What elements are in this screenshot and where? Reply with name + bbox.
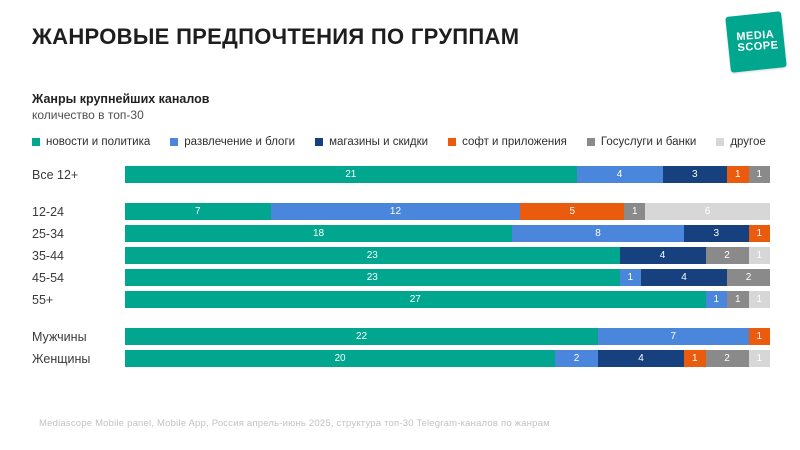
chart-subtitle: Жанры крупнейших каналов	[32, 92, 210, 106]
bar-segment: 5	[520, 203, 625, 220]
bar-segment: 1	[748, 166, 770, 183]
bar-segment: 8	[512, 225, 684, 242]
legend-swatch-icon	[448, 138, 457, 146]
stacked-bar: 23 1 4 2	[125, 269, 770, 286]
stacked-bar: 7 12 5 1 6	[125, 203, 770, 220]
category-label: Мужчины	[32, 329, 87, 344]
bar-segment: 3	[684, 225, 749, 242]
category-label: Женщины	[32, 351, 91, 366]
bar-segment: 1	[727, 291, 749, 308]
bar-segment: 1	[705, 291, 727, 308]
bar-segment: 18	[125, 225, 512, 242]
bar-segment: 23	[125, 247, 620, 264]
category-label: 12-24	[32, 204, 64, 219]
bar-segment: 1	[748, 350, 770, 367]
bar-segment: 2	[705, 247, 749, 264]
bar-segment: 2	[555, 350, 598, 367]
stacked-bar: 27 1 1 1	[125, 291, 770, 308]
stacked-bar: 20 2 4 1 2 1	[125, 350, 770, 367]
bar-segment: 22	[125, 328, 598, 345]
bar-segment: 4	[598, 350, 684, 367]
category-label: 45-54	[32, 270, 64, 285]
mediascope-logo: MEDIA SCOPE	[725, 11, 787, 73]
stacked-bar: 23 4 2 1	[125, 247, 770, 264]
category-label: Все 12+	[32, 167, 79, 182]
stacked-bar: 21 4 3 1 1	[125, 166, 770, 183]
bar-segment: 1	[748, 247, 770, 264]
legend-item: магазины и скидки	[315, 136, 428, 148]
chart-rows: Все 12+ 21 4 3 1 1 12-24 7 12 5 1 6 25-34 18 8 3 1 35-44 2…	[32, 166, 770, 372]
legend-label: другое	[730, 136, 766, 148]
chart-row: Мужчины 22 7 1	[32, 328, 770, 345]
category-label: 25-34	[32, 226, 64, 241]
legend-swatch-icon	[170, 138, 179, 146]
legend-swatch-icon	[315, 138, 324, 146]
chart-row: 12-24 7 12 5 1 6	[32, 203, 770, 220]
bar-segment: 21	[125, 166, 577, 183]
bar-segment: 1	[619, 269, 641, 286]
bar-segment: 6	[645, 203, 770, 220]
legend-item: софт и приложения	[448, 136, 567, 148]
chart-row: 25-34 18 8 3 1	[32, 225, 770, 242]
logo-text-line2: SCOPE	[737, 39, 779, 55]
bar-segment: 7	[598, 328, 749, 345]
bar-segment: 1	[748, 291, 770, 308]
legend-label: Госуслуги и банки	[600, 136, 697, 148]
chart-row: 55+ 27 1 1 1	[32, 291, 770, 308]
bar-segment: 1	[727, 166, 749, 183]
legend-item: другое	[716, 136, 766, 148]
bar-segment: 2	[705, 350, 749, 367]
bar-segment: 1	[748, 328, 770, 345]
chart-row: Все 12+ 21 4 3 1 1	[32, 166, 770, 183]
page-title: ЖАНРОВЫЕ ПРЕДПОЧТЕНИЯ ПО ГРУППАМ	[32, 24, 520, 49]
legend: новости и политика развлечение и блоги маг…	[32, 136, 766, 148]
legend-label: новости и политика	[46, 136, 151, 148]
legend-item: развлечение и блоги	[170, 136, 295, 148]
stacked-bar: 22 7 1	[125, 328, 770, 345]
bar-segment: 12	[270, 203, 521, 220]
legend-swatch-icon	[586, 138, 595, 146]
chart-row: 35-44 23 4 2 1	[32, 247, 770, 264]
bar-segment: 20	[125, 350, 555, 367]
bar-segment: 7	[125, 203, 271, 220]
chart-row: Женщины 20 2 4 1 2 1	[32, 350, 770, 367]
category-label: 55+	[32, 292, 54, 307]
legend-item: Госуслуги и банки	[586, 136, 697, 148]
bar-segment: 23	[125, 269, 620, 286]
source-note: Mediascope Mobile panel, Mobile App, Рос…	[39, 418, 550, 429]
legend-item: новости и политика	[32, 136, 150, 148]
chart-row: 45-54 23 1 4 2	[32, 269, 770, 286]
legend-label: магазины и скидки	[329, 136, 429, 148]
stacked-bar: 18 8 3 1	[125, 225, 770, 242]
bar-segment: 2	[727, 269, 770, 286]
bar-segment: 1	[748, 225, 770, 242]
bar-segment: 3	[662, 166, 727, 183]
bar-segment: 1	[684, 350, 706, 367]
legend-swatch-icon	[32, 138, 40, 146]
bar-segment: 4	[576, 166, 663, 183]
legend-swatch-icon	[716, 138, 725, 146]
bar-segment: 1	[624, 203, 646, 220]
bar-segment: 4	[619, 247, 706, 264]
category-label: 35-44	[32, 248, 64, 263]
legend-label: софт и приложения	[462, 136, 567, 148]
bar-segment: 4	[641, 269, 727, 286]
bar-segment: 27	[125, 291, 706, 308]
chart-units: количество в топ-30	[32, 108, 144, 122]
legend-label: развлечение и блоги	[184, 136, 296, 148]
